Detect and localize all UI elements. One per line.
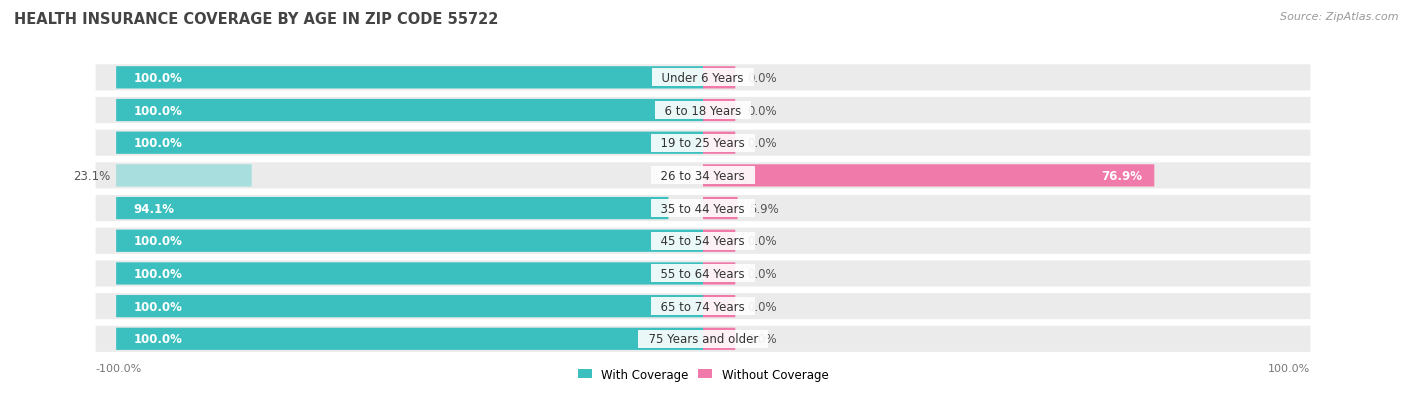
Text: 100.0%: 100.0% bbox=[134, 72, 183, 85]
Text: 75 Years and older: 75 Years and older bbox=[641, 332, 765, 345]
Text: 0.0%: 0.0% bbox=[747, 267, 776, 280]
FancyBboxPatch shape bbox=[96, 163, 1310, 189]
Text: 23.1%: 23.1% bbox=[73, 169, 110, 183]
FancyBboxPatch shape bbox=[703, 230, 735, 252]
Text: 76.9%: 76.9% bbox=[1101, 169, 1143, 183]
FancyBboxPatch shape bbox=[117, 67, 703, 89]
FancyBboxPatch shape bbox=[117, 230, 703, 252]
Legend: With Coverage, Without Coverage: With Coverage, Without Coverage bbox=[572, 363, 834, 385]
Text: 0.0%: 0.0% bbox=[747, 72, 776, 85]
FancyBboxPatch shape bbox=[703, 328, 735, 350]
Text: 100.0%: 100.0% bbox=[134, 104, 183, 117]
Text: 0.0%: 0.0% bbox=[747, 104, 776, 117]
Text: 100.0%: 100.0% bbox=[134, 300, 183, 313]
Text: 5.9%: 5.9% bbox=[749, 202, 779, 215]
FancyBboxPatch shape bbox=[117, 263, 703, 285]
Text: 100.0%: 100.0% bbox=[134, 235, 183, 248]
Text: 100.0%: 100.0% bbox=[134, 267, 183, 280]
FancyBboxPatch shape bbox=[703, 165, 1154, 187]
Text: 0.0%: 0.0% bbox=[747, 235, 776, 248]
Text: 100.0%: 100.0% bbox=[134, 137, 183, 150]
FancyBboxPatch shape bbox=[96, 326, 1310, 352]
FancyBboxPatch shape bbox=[703, 295, 735, 318]
Text: 100.0%: 100.0% bbox=[134, 332, 183, 345]
FancyBboxPatch shape bbox=[96, 131, 1310, 157]
Text: 0.0%: 0.0% bbox=[747, 137, 776, 150]
FancyBboxPatch shape bbox=[117, 100, 703, 122]
FancyBboxPatch shape bbox=[703, 263, 735, 285]
FancyBboxPatch shape bbox=[96, 228, 1310, 254]
Text: HEALTH INSURANCE COVERAGE BY AGE IN ZIP CODE 55722: HEALTH INSURANCE COVERAGE BY AGE IN ZIP … bbox=[14, 12, 499, 27]
Text: Source: ZipAtlas.com: Source: ZipAtlas.com bbox=[1281, 12, 1399, 22]
Text: 65 to 74 Years: 65 to 74 Years bbox=[654, 300, 752, 313]
Text: 19 to 25 Years: 19 to 25 Years bbox=[654, 137, 752, 150]
FancyBboxPatch shape bbox=[117, 132, 703, 154]
Text: 0.0%: 0.0% bbox=[747, 332, 776, 345]
FancyBboxPatch shape bbox=[96, 261, 1310, 287]
FancyBboxPatch shape bbox=[703, 67, 735, 89]
FancyBboxPatch shape bbox=[117, 165, 252, 187]
Text: Under 6 Years: Under 6 Years bbox=[655, 72, 751, 85]
FancyBboxPatch shape bbox=[96, 65, 1310, 91]
Text: 35 to 44 Years: 35 to 44 Years bbox=[654, 202, 752, 215]
Text: 26 to 34 Years: 26 to 34 Years bbox=[654, 169, 752, 183]
Text: 6 to 18 Years: 6 to 18 Years bbox=[657, 104, 749, 117]
FancyBboxPatch shape bbox=[96, 293, 1310, 319]
Text: -100.0%: -100.0% bbox=[96, 363, 142, 373]
Text: 100.0%: 100.0% bbox=[1268, 363, 1310, 373]
FancyBboxPatch shape bbox=[96, 195, 1310, 222]
FancyBboxPatch shape bbox=[96, 98, 1310, 124]
FancyBboxPatch shape bbox=[117, 328, 703, 350]
FancyBboxPatch shape bbox=[703, 132, 735, 154]
Text: 94.1%: 94.1% bbox=[134, 202, 174, 215]
Text: 0.0%: 0.0% bbox=[747, 300, 776, 313]
Text: 55 to 64 Years: 55 to 64 Years bbox=[654, 267, 752, 280]
FancyBboxPatch shape bbox=[117, 197, 668, 220]
Text: 45 to 54 Years: 45 to 54 Years bbox=[654, 235, 752, 248]
FancyBboxPatch shape bbox=[703, 197, 738, 220]
FancyBboxPatch shape bbox=[703, 100, 735, 122]
FancyBboxPatch shape bbox=[117, 295, 703, 318]
